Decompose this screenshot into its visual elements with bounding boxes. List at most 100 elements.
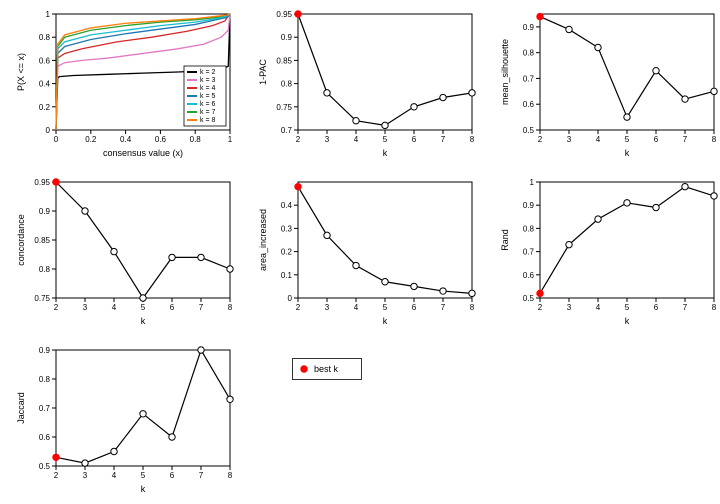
metric-panel-1-PAC: 23456780.70.750.80.850.90.95k1-PAC: [252, 4, 478, 164]
ecdf-legend-k7: k = 7: [200, 109, 215, 116]
metric-point: [411, 104, 417, 110]
svg-text:1: 1: [228, 135, 233, 144]
metric-point: [82, 208, 88, 214]
metric-point: [353, 118, 359, 124]
svg-text:0.9: 0.9: [523, 23, 535, 32]
svg-text:3: 3: [325, 135, 330, 144]
svg-text:6: 6: [654, 303, 659, 312]
metric-point: [566, 241, 572, 247]
svg-text:5: 5: [383, 135, 388, 144]
svg-text:0.9: 0.9: [281, 33, 293, 42]
bestk-legend-marker: [301, 366, 307, 372]
metric-point: [440, 288, 446, 294]
svg-text:5: 5: [383, 303, 388, 312]
metric-line-area_increased: [298, 187, 472, 294]
svg-text:3: 3: [325, 303, 330, 312]
metric-point: [227, 396, 233, 402]
svg-text:k: k: [141, 484, 146, 494]
svg-text:3: 3: [567, 303, 572, 312]
svg-text:7: 7: [441, 303, 446, 312]
svg-text:0.75: 0.75: [34, 294, 50, 303]
svg-text:7: 7: [441, 135, 446, 144]
svg-text:0.7: 0.7: [281, 126, 293, 135]
svg-text:0.6: 0.6: [523, 100, 535, 109]
svg-text:k: k: [383, 316, 388, 326]
svg-text:4: 4: [354, 135, 359, 144]
svg-text:0.8: 0.8: [190, 135, 202, 144]
svg-text:concordance: concordance: [16, 214, 26, 266]
bestk-legend: best k: [292, 358, 362, 380]
svg-text:0: 0: [46, 126, 51, 135]
svg-text:k: k: [141, 316, 146, 326]
metric-panel-mean_silhouette: 23456780.50.60.70.80.9kmean_silhouette: [494, 4, 720, 164]
svg-text:1: 1: [530, 178, 535, 187]
svg-text:0: 0: [54, 135, 59, 144]
svg-text:0.8: 0.8: [39, 33, 51, 42]
svg-text:4: 4: [112, 471, 117, 480]
svg-text:k: k: [625, 316, 630, 326]
svg-text:0.8: 0.8: [523, 224, 535, 233]
metric-line-Jaccard: [56, 350, 230, 463]
svg-text:Rand: Rand: [500, 229, 510, 251]
svg-text:0.3: 0.3: [281, 224, 293, 233]
svg-text:0.7: 0.7: [523, 74, 535, 83]
svg-text:5: 5: [141, 303, 146, 312]
metric-point: [198, 254, 204, 260]
svg-text:0.9: 0.9: [523, 201, 535, 210]
svg-text:2: 2: [296, 135, 301, 144]
metric-point: [382, 279, 388, 285]
metric-point: [382, 122, 388, 128]
metric-point: [711, 88, 717, 94]
svg-text:8: 8: [712, 135, 717, 144]
ecdf-legend-k3: k = 3: [200, 77, 215, 84]
best-k-point: [537, 13, 543, 19]
svg-text:8: 8: [228, 303, 233, 312]
best-k-point: [295, 183, 301, 189]
svg-text:0.4: 0.4: [120, 135, 132, 144]
svg-text:5: 5: [141, 471, 146, 480]
metric-point: [140, 295, 146, 301]
svg-text:0.75: 0.75: [276, 103, 292, 112]
svg-text:0.5: 0.5: [523, 294, 535, 303]
metric-point: [595, 216, 601, 222]
svg-text:Jaccard: Jaccard: [16, 392, 26, 424]
svg-text:0.8: 0.8: [523, 49, 535, 58]
svg-text:7: 7: [683, 135, 688, 144]
svg-text:7: 7: [199, 471, 204, 480]
metric-point: [469, 90, 475, 96]
metric-point: [595, 44, 601, 50]
svg-text:2: 2: [296, 303, 301, 312]
svg-text:k: k: [625, 148, 630, 158]
best-k-point: [53, 179, 59, 185]
metric-point: [682, 183, 688, 189]
svg-text:6: 6: [412, 303, 417, 312]
best-k-point: [295, 11, 301, 17]
best-k-point: [537, 290, 543, 296]
metric-point: [653, 68, 659, 74]
bestk-legend-label: best k: [314, 364, 339, 374]
svg-text:5: 5: [625, 303, 630, 312]
svg-text:mean_silhouette: mean_silhouette: [500, 39, 510, 105]
metric-line-1-PAC: [298, 14, 472, 125]
svg-text:6: 6: [412, 135, 417, 144]
metric-point: [440, 94, 446, 100]
svg-text:0.2: 0.2: [39, 103, 51, 112]
svg-text:k: k: [383, 148, 388, 158]
svg-text:consensus value (x): consensus value (x): [103, 148, 183, 158]
metric-point: [469, 290, 475, 296]
metric-point: [111, 448, 117, 454]
svg-text:0.6: 0.6: [39, 433, 51, 442]
metric-point: [227, 266, 233, 272]
metric-point: [324, 232, 330, 238]
svg-text:7: 7: [199, 303, 204, 312]
metric-point: [198, 347, 204, 353]
svg-text:3: 3: [567, 135, 572, 144]
svg-text:1: 1: [46, 10, 51, 19]
svg-text:4: 4: [596, 303, 601, 312]
metric-panel-Jaccard: 23456780.50.60.70.80.9kJaccard: [10, 340, 236, 500]
svg-text:4: 4: [354, 303, 359, 312]
ecdf-legend-k6: k = 6: [200, 101, 215, 108]
svg-text:0.4: 0.4: [39, 80, 51, 89]
metric-point: [82, 460, 88, 466]
metric-point: [111, 248, 117, 254]
